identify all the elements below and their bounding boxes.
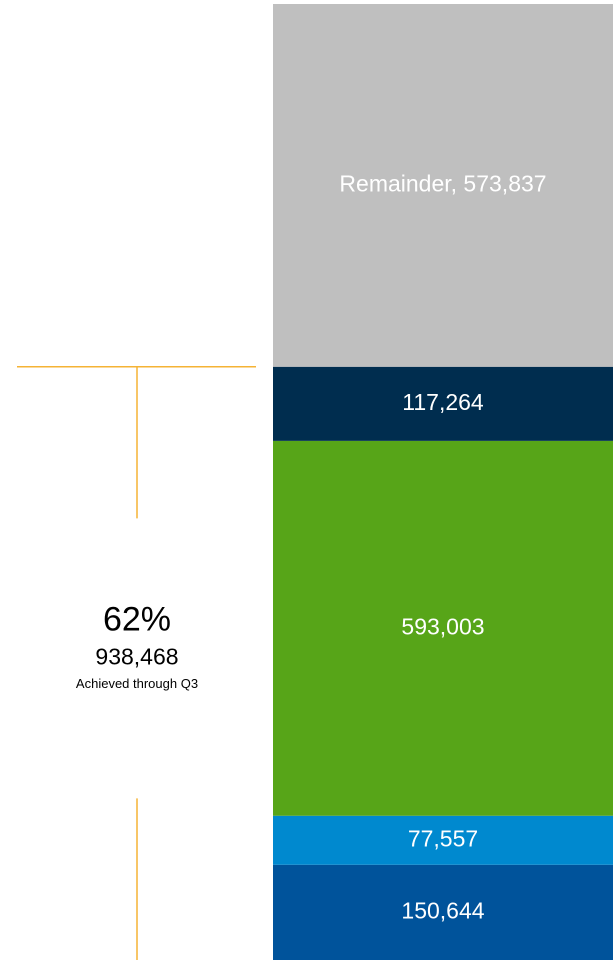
data-label: 593,003 — [401, 613, 484, 639]
total-label: 938,468 — [95, 643, 178, 669]
note-label: Achieved through Q3 — [76, 676, 198, 691]
data-label: Remainder, 573,837 — [339, 170, 546, 196]
bar-segment — [273, 366, 613, 441]
bar-segment — [273, 440, 613, 816]
data-label: 150,644 — [401, 897, 484, 923]
bar-segment — [273, 864, 613, 960]
bar-segment — [273, 815, 613, 865]
data-label: 117,264 — [402, 389, 484, 415]
data-label: 77,557 — [408, 825, 478, 851]
percent-label: 62% — [103, 600, 171, 638]
bar-segment — [273, 4, 613, 367]
